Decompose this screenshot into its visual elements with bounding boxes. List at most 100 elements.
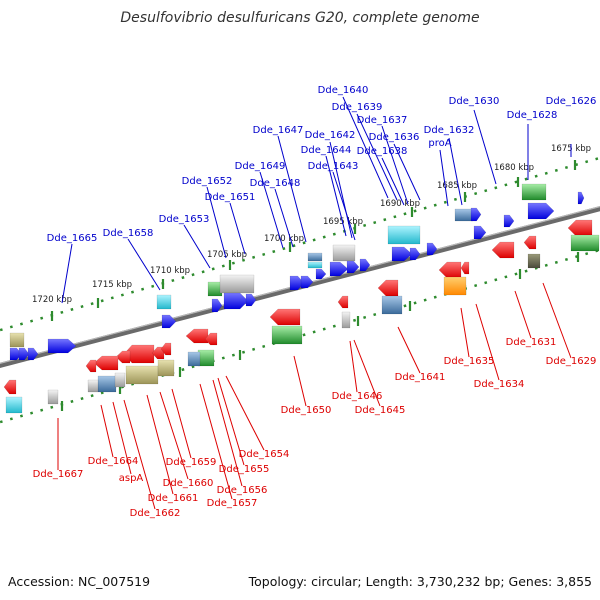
reverse-gene (185, 328, 209, 344)
reverse-gene (570, 234, 600, 252)
forward-callout-leader (393, 143, 421, 201)
reverse-callout-leader (349, 340, 358, 393)
forward-gene (18, 347, 30, 361)
forward-gene (470, 207, 482, 222)
kbp-label: 1680 kbp (494, 163, 534, 173)
forward-gene (473, 225, 487, 240)
reverse-gene (337, 295, 349, 309)
forward-gene-label: Dde_1638 (357, 146, 408, 157)
forward-gene-label: Dde_1651 (205, 192, 256, 203)
forward-callout-leader (448, 137, 463, 206)
reverse-gene-label: Dde_1667 (33, 469, 84, 480)
reverse-callout-leader (293, 355, 307, 407)
reverse-callout-leader (212, 379, 243, 487)
forward-gene (577, 191, 585, 205)
forward-gene (359, 258, 371, 272)
kbp-label: 1690 kbp (380, 199, 420, 209)
reverse-gene-label: Dde_1655 (219, 464, 270, 475)
forward-gene (521, 183, 547, 201)
forward-gene (332, 244, 356, 262)
forward-gene-label: Dde_1636 (369, 132, 420, 143)
forward-gene-label: Dde_1644 (301, 145, 352, 156)
forward-callout-leader (381, 157, 405, 206)
forward-gene (527, 202, 555, 220)
reverse-callout-leader (542, 282, 572, 359)
forward-callout-leader (439, 149, 449, 207)
reverse-gene-label: Dde_1650 (281, 405, 332, 416)
reverse-gene (381, 295, 403, 315)
forward-callout-leader (356, 113, 398, 201)
reverse-callout-leader (146, 394, 174, 495)
forward-callout-leader (329, 141, 353, 239)
reverse-gene-label: Dde_1664 (88, 456, 139, 467)
forward-gene (307, 252, 323, 262)
reverse-callout-leader (199, 383, 233, 500)
forward-gene (329, 261, 349, 277)
reverse-gene-label: Dde_1659 (166, 457, 217, 468)
forward-gene-label: Dde_1637 (357, 115, 408, 126)
reverse-gene-label: Dde_1634 (474, 379, 525, 390)
reverse-gene (443, 276, 467, 296)
reverse-gene (271, 325, 303, 345)
forward-callout-leader (229, 202, 246, 255)
kbp-label: 1720 kbp (32, 295, 72, 305)
reverse-gene (160, 342, 172, 356)
reverse-gene-label: Dde_1656 (217, 485, 268, 496)
forward-gene-label: Dde_1649 (235, 161, 286, 172)
reverse-gene (87, 379, 99, 393)
kbp-label: 1710 kbp (150, 266, 190, 276)
forward-gene-label: Dde_1639 (332, 102, 383, 113)
reverse-gene-label: Dde_1661 (148, 493, 199, 504)
forward-callout-leader (259, 171, 284, 249)
reverse-gene (85, 359, 97, 373)
reverse-gene (491, 241, 515, 259)
reverse-callout-leader (159, 391, 189, 480)
forward-gene-label: Dde_1643 (308, 161, 359, 172)
forward-gene (300, 275, 314, 289)
reverse-gene (523, 235, 537, 250)
reverse-gene (93, 355, 119, 371)
forward-gene (387, 225, 421, 245)
reverse-gene (460, 261, 470, 275)
reverse-callout-leader (100, 404, 114, 458)
forward-gene-label: Dde_1653 (159, 214, 210, 225)
forward-callout-leader (277, 135, 307, 243)
reverse-callout-leader (171, 388, 192, 459)
reverse-gene-label: Dde_1660 (163, 478, 214, 489)
reverse-gene (527, 253, 541, 269)
forward-callout-leader (381, 125, 409, 205)
forward-callout-leader (127, 238, 161, 291)
forward-gene-label: Dde_1632 (424, 125, 475, 136)
reverse-gene (341, 311, 351, 329)
forward-callout-leader (61, 243, 73, 304)
forward-callout-leader (342, 96, 389, 199)
reverse-gene (3, 379, 17, 395)
forward-gene-label: proA (428, 138, 451, 149)
reverse-gene-label: Dde_1654 (239, 449, 290, 460)
forward-gene (391, 246, 413, 262)
kbp-label: 1700 kbp (264, 234, 304, 244)
forward-callout-leader (325, 155, 347, 237)
genome-title: Desulfovibrio desulfuricans G20, complet… (120, 10, 480, 26)
reverse-gene (114, 372, 126, 388)
reverse-gene-label: Dde_1646 (332, 391, 383, 402)
forward-gene-label: Dde_1665 (47, 233, 98, 244)
reverse-gene (47, 389, 59, 405)
reverse-callout-leader (123, 399, 156, 510)
forward-gene (307, 261, 323, 269)
reverse-gene (567, 219, 593, 237)
reverse-callout-leader (475, 303, 500, 381)
forward-gene-label: Dde_1640 (318, 85, 369, 96)
forward-gene (47, 338, 77, 354)
forward-gene (503, 214, 515, 228)
reverse-gene-label: Dde_1629 (546, 356, 597, 367)
forward-callout-leader (274, 188, 294, 248)
forward-gene (207, 281, 223, 297)
reverse-gene (5, 396, 23, 414)
reverse-gene (125, 365, 159, 385)
reverse-callout-leader (460, 307, 470, 358)
reverse-gene (269, 308, 301, 326)
reverse-gene (157, 359, 175, 377)
genome-summary-text: Topology: circular; Length: 3,730,232 bp… (248, 574, 592, 589)
